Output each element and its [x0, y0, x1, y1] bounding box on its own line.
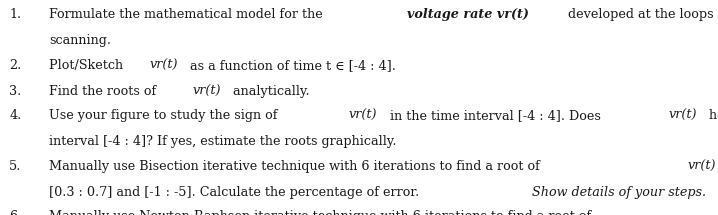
Text: scanning.: scanning. — [49, 34, 111, 47]
Text: Show details of your steps.: Show details of your steps. — [532, 186, 706, 199]
Text: Use your figure to study the sign of: Use your figure to study the sign of — [49, 109, 281, 122]
Text: have any root in the: have any root in the — [705, 109, 718, 122]
Text: vr(t): vr(t) — [349, 109, 378, 122]
Text: developed at the loops during: developed at the loops during — [564, 8, 718, 21]
Text: voltage rate vr(t): voltage rate vr(t) — [407, 8, 529, 21]
Text: 2.: 2. — [9, 59, 22, 72]
Text: analytically.: analytically. — [229, 84, 309, 98]
Text: 5.: 5. — [9, 160, 22, 173]
Text: Find the roots of: Find the roots of — [49, 84, 160, 98]
Text: Formulate the mathematical model for the: Formulate the mathematical model for the — [49, 8, 327, 21]
Text: vr(t): vr(t) — [149, 59, 178, 72]
Text: vr(t): vr(t) — [687, 160, 716, 173]
Text: 6.: 6. — [9, 210, 22, 215]
Text: vr(t): vr(t) — [668, 109, 696, 122]
Text: Plot/Sketch: Plot/Sketch — [49, 59, 127, 72]
Text: [0.3 : 0.7] and [-1 : -5]. Calculate the percentage of error.: [0.3 : 0.7] and [-1 : -5]. Calculate the… — [49, 186, 423, 199]
Text: 3.: 3. — [9, 84, 22, 98]
Text: 1.: 1. — [9, 8, 22, 21]
Text: interval [-4 : 4]? If yes, estimate the roots graphically.: interval [-4 : 4]? If yes, estimate the … — [49, 135, 396, 148]
Text: 4.: 4. — [9, 109, 22, 122]
Text: in the time interval [-4 : 4]. Does: in the time interval [-4 : 4]. Does — [386, 109, 605, 122]
Text: as a function of time t ∈ [-4 : 4].: as a function of time t ∈ [-4 : 4]. — [187, 59, 396, 72]
Text: vr(t): vr(t) — [192, 84, 221, 98]
Text: Manually use Newton-Raphson iterative technique with 6 iterations to find a root: Manually use Newton-Raphson iterative te… — [49, 210, 595, 215]
Text: Manually use Bisection iterative technique with 6 iterations to find a root of: Manually use Bisection iterative techniq… — [49, 160, 544, 173]
